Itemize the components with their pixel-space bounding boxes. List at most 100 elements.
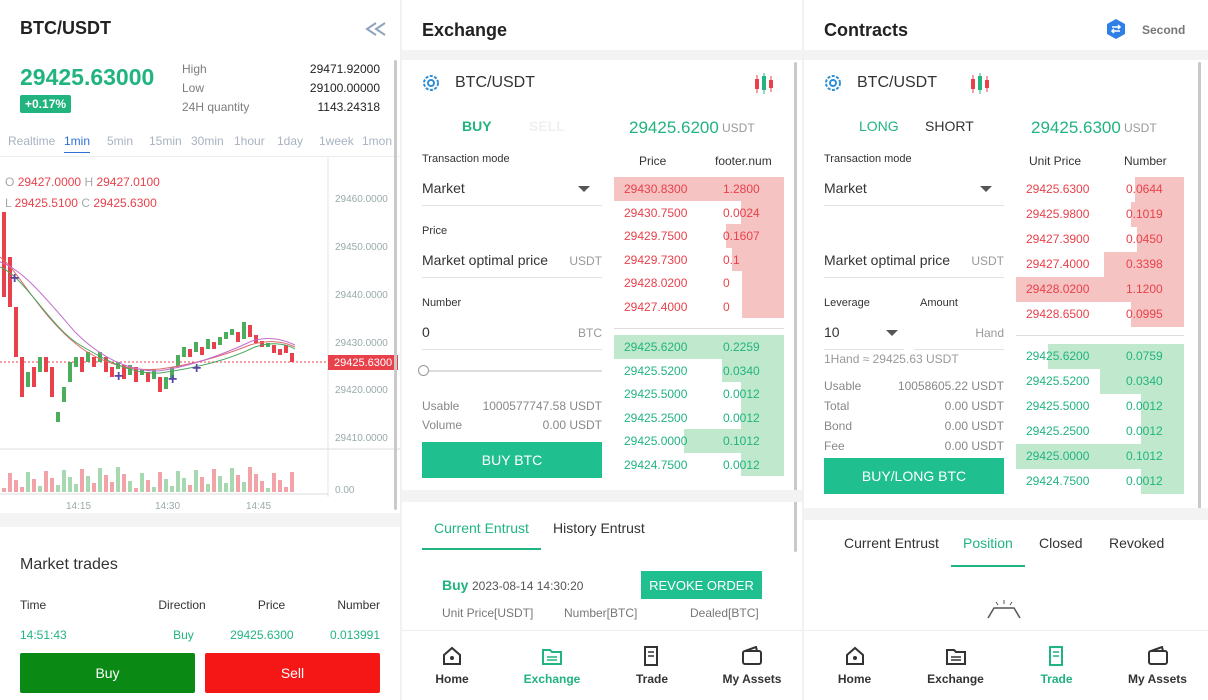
volume-bar — [38, 486, 42, 492]
period-30min[interactable]: 30min — [191, 134, 224, 148]
candlestick-icon[interactable] — [752, 72, 776, 96]
volume-bar — [212, 469, 216, 492]
candle — [32, 367, 36, 387]
period-1week[interactable]: 1week — [319, 134, 354, 148]
tx-mode-value: Market — [824, 180, 867, 196]
tab-exchange[interactable]: Exchange — [905, 631, 1006, 700]
price-input[interactable]: Market optimal price USDT — [824, 242, 1004, 278]
pair-selector[interactable]: BTC/USDT — [455, 74, 535, 91]
leverage-select[interactable]: 10 — [824, 314, 904, 350]
period-1day[interactable]: 1day — [277, 134, 304, 148]
swap-circle-icon[interactable] — [1105, 18, 1127, 40]
amount-slider[interactable] — [418, 365, 602, 376]
buy-button[interactable]: Buy — [20, 653, 195, 693]
tab-home[interactable]: Home — [804, 631, 905, 700]
period-1hour[interactable]: 1hour — [234, 134, 265, 148]
slider-handle[interactable] — [418, 365, 429, 376]
ob-price: 29428.0200 — [1026, 282, 1090, 296]
period-1mon[interactable]: 1mon — [362, 134, 393, 148]
bid-row[interactable]: 29425.5200 0.0340 — [1016, 369, 1184, 394]
settings-gear-icon[interactable] — [822, 72, 844, 94]
ask-row[interactable]: 29427.4000 0.3398 — [1016, 252, 1184, 277]
trade-number: 0.013991 — [329, 628, 380, 642]
bid-row[interactable]: 29425.6200 0.0759 — [1016, 344, 1184, 369]
ask-row[interactable]: 29427.4000 0 — [614, 294, 784, 318]
ask-row[interactable]: 29425.6300 0.0644 — [1016, 177, 1184, 202]
tab-current-entrust[interactable]: Current Entrust — [844, 535, 939, 551]
tab-trade[interactable]: Trade — [602, 631, 702, 700]
ask-row[interactable]: 29429.7300 0.1 — [614, 247, 784, 271]
bid-row[interactable]: 29425.2500 0.0012 — [1016, 419, 1184, 444]
buy-long-button[interactable]: BUY/LONG BTC — [824, 458, 1004, 494]
depth-bar — [741, 200, 784, 224]
bid-row[interactable]: 29424.7500 0.0012 — [1016, 469, 1184, 494]
ask-row[interactable]: 29427.3900 0.0450 — [1016, 227, 1184, 252]
c-value: 29425.6300 — [93, 196, 157, 210]
tx-mode-select[interactable]: Market — [422, 170, 602, 206]
tab-short[interactable]: SHORT — [925, 118, 974, 134]
bid-row[interactable]: 29425.0000 0.1012 — [614, 429, 784, 453]
candlestick-chart[interactable]: + + + + 29460.0000 29450.0000 29440.0000… — [0, 157, 400, 517]
o-value: 29427.0000 — [17, 175, 82, 189]
ask-row[interactable]: 29430.7500 0.0024 — [614, 200, 784, 224]
back-arrows-icon[interactable] — [364, 20, 388, 38]
volume-bar — [290, 472, 294, 492]
ask-row[interactable]: 29428.0200 0 — [614, 271, 784, 295]
tab-long[interactable]: LONG — [859, 118, 899, 134]
tx-mode-select[interactable]: Market — [824, 170, 1004, 206]
tab-closed[interactable]: Closed — [1039, 535, 1083, 551]
ob-price: 29424.7500 — [1026, 474, 1090, 488]
tab-position[interactable]: Position — [963, 535, 1013, 551]
scrollbar[interactable] — [1198, 62, 1201, 512]
bid-row[interactable]: 29425.5000 0.0012 — [614, 382, 784, 406]
buy-btc-button[interactable]: BUY BTC — [422, 442, 602, 478]
amount-input[interactable]: Hand — [914, 314, 1004, 350]
candle — [20, 357, 24, 397]
sell-button[interactable]: Sell — [205, 653, 380, 693]
period-1min[interactable]: 1min — [64, 134, 91, 153]
total-label: Total — [824, 399, 850, 413]
tab-home[interactable]: Home — [402, 631, 502, 700]
ask-row[interactable]: 29428.0200 1.1200 — [1016, 277, 1184, 302]
tab-trade[interactable]: Trade — [1006, 631, 1107, 700]
period-5min[interactable]: 5min — [107, 134, 134, 148]
ask-row[interactable]: 29428.6500 0.0995 — [1016, 302, 1184, 327]
tab-revoked[interactable]: Revoked — [1109, 535, 1165, 551]
bid-row[interactable]: 29425.5000 0.0012 — [1016, 394, 1184, 419]
tx-mode-value: Market — [422, 180, 465, 196]
pair-selector[interactable]: BTC/USDT — [857, 74, 937, 91]
second-toggle[interactable]: Second — [1142, 23, 1186, 37]
period-realtime[interactable]: Realtime — [8, 134, 56, 148]
ask-row[interactable]: 29429.7500 0.1607 — [614, 224, 784, 248]
number-input[interactable]: 0 BTC — [422, 314, 602, 350]
period-15min[interactable]: 15min — [149, 134, 182, 148]
tab-current-entrust[interactable]: Current Entrust — [434, 520, 529, 536]
revoke-order-button[interactable]: REVOKE ORDER — [641, 571, 762, 599]
scrollbar[interactable] — [394, 60, 397, 510]
bid-row[interactable]: 29425.2500 0.0012 — [614, 405, 784, 429]
col-number: Number — [337, 598, 380, 612]
exchange-panel: Exchange BTC/USDT BUY SELL 29425.6200 US… — [402, 0, 802, 700]
ask-row[interactable]: 29425.9800 0.1019 — [1016, 202, 1184, 227]
settings-gear-icon[interactable] — [420, 72, 442, 94]
tab-exchange[interactable]: Exchange — [502, 631, 602, 700]
candlestick-icon[interactable] — [968, 72, 992, 96]
tab-sell[interactable]: SELL — [529, 118, 565, 134]
bid-row[interactable]: 29425.5200 0.0340 — [614, 358, 784, 382]
tab-my-assets[interactable]: My Assets — [1107, 631, 1208, 700]
tab-buy[interactable]: BUY — [462, 118, 492, 134]
ob-number: 0.0012 — [723, 387, 760, 401]
qty-label: 24H quantity — [182, 100, 250, 114]
tab-history-entrust[interactable]: History Entrust — [553, 520, 645, 536]
bid-row[interactable]: 29424.7500 0.0012 — [614, 452, 784, 476]
bid-row[interactable]: 29425.0000 0.1012 — [1016, 444, 1184, 469]
volume-bar — [26, 472, 30, 492]
volume-bar — [8, 473, 12, 492]
price-input[interactable]: Market optimal price USDT — [422, 242, 602, 278]
candle — [212, 342, 216, 349]
ask-row[interactable]: 29430.8300 1.2800 — [614, 177, 784, 201]
scrollbar[interactable] — [794, 62, 797, 552]
bid-row[interactable]: 29425.6200 0.2259 — [614, 335, 784, 359]
tab-my-assets[interactable]: My Assets — [702, 631, 802, 700]
divider — [804, 508, 1208, 520]
